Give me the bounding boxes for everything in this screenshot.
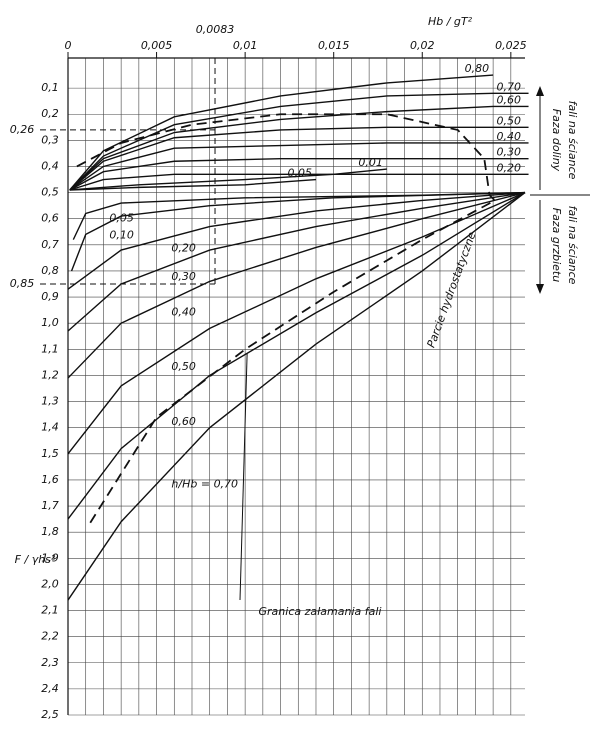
curve	[67, 191, 526, 379]
phase-label: fali na ściance	[566, 101, 579, 180]
y-tick-label: 1,0	[41, 316, 59, 329]
curve	[69, 168, 387, 191]
y-tick-label: 1,2	[41, 368, 59, 381]
curve-label: 0,60	[171, 415, 196, 428]
curve	[67, 191, 526, 290]
phase-label: Faza grzbietu	[550, 208, 563, 282]
curve-label: 0,40	[171, 305, 196, 318]
curve	[69, 157, 529, 191]
curve-label: 0,60	[497, 93, 522, 106]
x-tick-label: 0,02	[410, 39, 435, 52]
curve-label: h/Hb = 0,70	[171, 478, 238, 491]
y-tick-label: 0,2	[41, 107, 59, 120]
curve	[69, 126, 529, 191]
phase-label: Faza doliny	[550, 109, 563, 172]
curve-label: 0,10	[109, 228, 134, 241]
y-tick-label: 2,4	[41, 682, 59, 695]
curve	[69, 92, 529, 191]
curve	[69, 142, 529, 191]
y-tick-label: 0,7	[41, 238, 59, 251]
curve-label: 0,20	[497, 161, 522, 174]
curve	[67, 192, 526, 520]
curve	[69, 178, 317, 191]
curve	[69, 105, 529, 191]
curve	[67, 192, 526, 601]
curve-label: 0,30	[171, 270, 196, 283]
curve-label: 0,05	[109, 211, 134, 224]
arrow-head	[536, 284, 544, 294]
y-tick-label: 0,3	[41, 133, 59, 146]
y-tick-label: 0,1	[41, 81, 59, 94]
arrow-head	[536, 86, 544, 96]
callout-leader	[239, 353, 248, 601]
reference-x-label: 0,0083	[196, 23, 235, 36]
curve-label: 0,70	[497, 80, 522, 93]
curve	[67, 191, 526, 332]
y-tick-label: 1,3	[41, 395, 59, 408]
x-tick-label: 0,01	[233, 39, 258, 52]
y-tick-label: 1,7	[41, 499, 59, 512]
x-axis-label: Hb / gT²	[428, 15, 473, 28]
curve-label: 0,01	[358, 156, 383, 169]
curve	[76, 113, 497, 525]
y-axis-label: F / γhs²	[15, 553, 56, 566]
y-tick-label: 1,8	[41, 525, 59, 538]
y-tick-label: 2,1	[41, 604, 59, 617]
y-tick-label: 0,8	[41, 264, 59, 277]
reference-y-label: 0,26	[10, 123, 35, 136]
y-tick-label: 1,5	[41, 447, 59, 460]
y-tick-label: 0,4	[41, 159, 59, 172]
reference-y-label: 0,85	[10, 277, 35, 290]
x-tick-label: 0,025	[495, 39, 527, 52]
y-tick-label: 0,9	[41, 290, 59, 303]
x-tick-label: 0	[65, 39, 72, 52]
x-tick-label: 0,005	[141, 39, 173, 52]
y-tick-label: 0,6	[41, 212, 59, 225]
curve-label: 0,50	[171, 360, 196, 373]
y-tick-label: 1,1	[41, 342, 59, 355]
phase-label: fali na ściance	[566, 206, 579, 285]
curve-label: 0,50	[497, 114, 522, 127]
y-tick-label: 2,2	[41, 630, 59, 643]
curve-label: 0,30	[497, 146, 522, 159]
curve-label: 0,05	[287, 167, 312, 180]
y-tick-label: 2,3	[41, 656, 59, 669]
y-tick-label: 1,9	[41, 551, 59, 564]
callout-label: Granica załamania fali	[259, 605, 382, 618]
curve-label: 0,80	[465, 62, 490, 75]
curve-label: 0,40	[497, 130, 522, 143]
y-tick-label: 1,4	[41, 421, 59, 434]
y-tick-label: 1,6	[41, 473, 59, 486]
y-tick-label: 0,5	[41, 186, 59, 199]
curve-label: 0,20	[171, 241, 196, 254]
y-tick-label: 2,5	[41, 708, 59, 721]
curve	[70, 191, 526, 272]
curve	[69, 173, 529, 191]
y-tick-label: 2,0	[41, 577, 59, 590]
curve	[69, 74, 494, 191]
x-tick-label: 0,015	[318, 39, 350, 52]
